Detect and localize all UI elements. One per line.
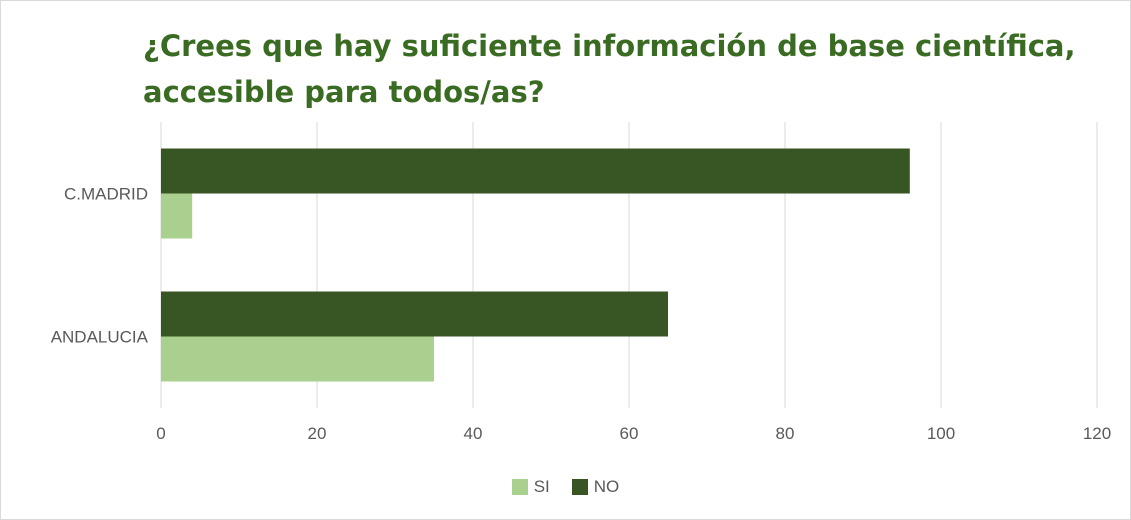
chart-title-line-1: ¿Crees que hay suficiente información de… [143,29,1076,63]
x-tick-label: 80 [776,424,795,443]
x-tick-label: 20 [308,424,327,443]
legend-item-si: SI [511,477,550,497]
x-tick-label: 0 [156,424,165,443]
category-label: ANDALUCIA [51,328,149,347]
x-tick-label: 40 [464,424,483,443]
legend: SI NO [0,476,1131,498]
legend-swatch-si [511,479,528,495]
legend-item-no: NO [571,477,620,497]
x-tick-label: 100 [927,424,955,443]
legend-label: SI [533,477,550,496]
bars [161,148,910,382]
bar-no-c-madrid [161,148,910,194]
x-tick-label: 60 [620,424,639,443]
x-axis-ticks: 0 20 40 60 80 100 120 [156,424,1111,443]
legend-label: NO [593,477,620,496]
y-axis-categories: C.MADRID ANDALUCIA [51,185,149,347]
x-tick-label: 120 [1083,424,1111,443]
legend-swatch-no [571,479,588,495]
bar-si-andalucia [161,336,434,382]
chart-title-line-2: accesible para todos/as? [143,75,545,109]
bar-no-andalucia [161,291,668,337]
bar-si-c-madrid [161,193,193,239]
category-label: C.MADRID [64,185,148,204]
chart-title: ¿Crees que hay suficiente información de… [143,23,1083,115]
